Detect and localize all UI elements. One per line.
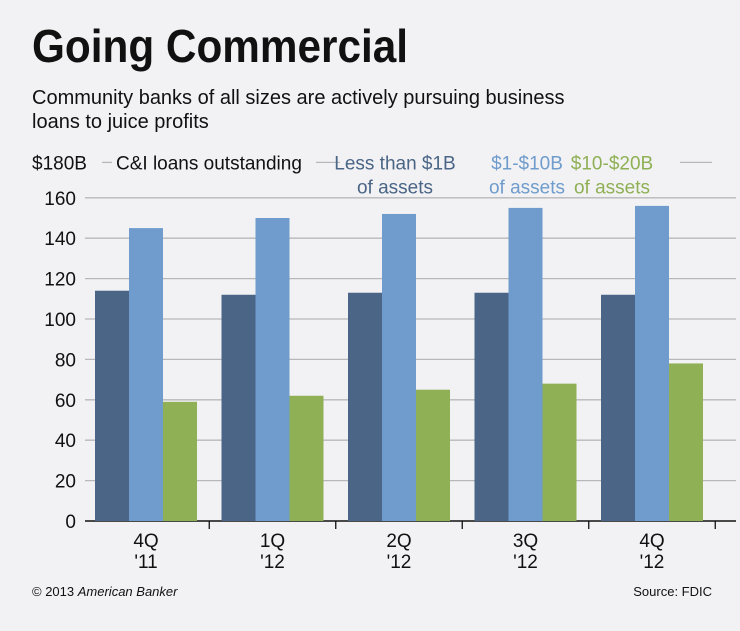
bar (289, 395, 324, 521)
y-tick-label: 80 (55, 350, 76, 371)
x-tick-label: '12 (387, 552, 412, 573)
bar (255, 218, 290, 521)
bar (221, 294, 256, 521)
y-tick-label: 120 (44, 270, 76, 291)
y-tick-label: 40 (55, 431, 76, 452)
bar (474, 292, 509, 521)
y-tick-label: 60 (55, 391, 76, 412)
y-tick-label: 0 (65, 512, 76, 533)
legend-entry: Less than $1B (334, 153, 455, 174)
bar (542, 383, 577, 521)
source: Source: FDIC (633, 584, 712, 599)
bar (95, 290, 129, 521)
x-tick-label: 4Q (639, 531, 664, 552)
legend-entry: of assets (357, 177, 433, 198)
legend-entry: of assets (489, 177, 565, 198)
publisher: American Banker (77, 584, 178, 599)
bar (348, 292, 382, 521)
y-tick-label: 140 (44, 229, 76, 250)
copyright: © 2013 American Banker (32, 584, 178, 599)
y-tick-label: 20 (55, 472, 76, 493)
legend-entry: of assets (574, 177, 650, 198)
x-tick-label: 3Q (513, 531, 538, 552)
bar (129, 228, 163, 521)
y-top-label: $180B (32, 153, 87, 174)
y-axis-label: C&I loans outstanding (116, 153, 302, 174)
chart-title: Going Commercial (32, 20, 408, 72)
legend-entry: $1-$10B (491, 153, 563, 174)
x-tick-label: 1Q (260, 531, 285, 552)
x-tick-label: '12 (260, 552, 285, 573)
x-tick-label: 2Q (386, 531, 411, 552)
y-tick-label: 100 (44, 310, 76, 331)
bar (635, 205, 669, 521)
x-tick-label: '11 (134, 552, 157, 573)
x-tick-label: '12 (640, 552, 665, 573)
x-tick-label: '12 (513, 552, 538, 573)
bar (382, 213, 416, 521)
bar (669, 363, 703, 521)
legend-entry: $10-$20B (571, 153, 653, 174)
bar (508, 207, 543, 521)
subtitle-line-2: loans to juice profits (32, 111, 209, 133)
bar (416, 389, 450, 521)
x-tick-label: 4Q (133, 531, 158, 552)
y-tick-label: 160 (44, 189, 76, 210)
bar (163, 401, 197, 521)
bar (601, 294, 635, 521)
subtitle-line-1: Community banks of all sizes are activel… (32, 87, 564, 109)
copyright-year: © 2013 (32, 584, 74, 599)
